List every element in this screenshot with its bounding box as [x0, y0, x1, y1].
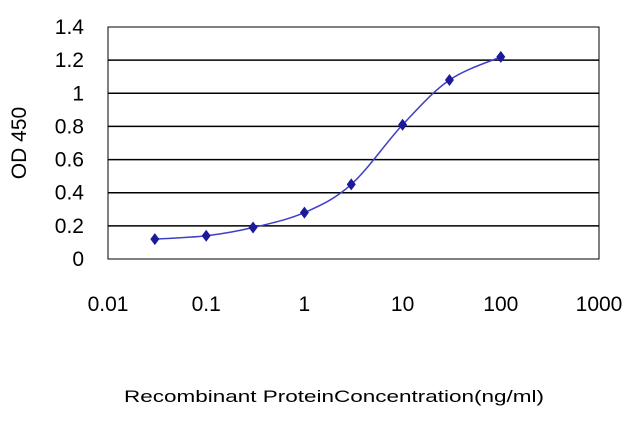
y-tick-label: 1.4 — [55, 16, 85, 39]
x-tick-label: 10 — [391, 293, 414, 316]
data-point — [299, 206, 309, 219]
y-tick-label: 0.6 — [55, 149, 84, 172]
y-axis-label: OD 450 — [8, 107, 31, 179]
x-tick-label: 1 — [299, 293, 311, 316]
y-tick-label: 0 — [72, 248, 84, 271]
data-point — [496, 50, 506, 63]
y-tick-label: 0.4 — [55, 182, 85, 205]
x-tick-label: 100 — [483, 293, 518, 316]
grid-lines — [108, 59, 599, 227]
plot-frame — [107, 26, 600, 260]
data-point — [398, 118, 408, 131]
data-point — [346, 178, 356, 191]
x-axis-label: Recombinant ProteinConcentration(ng/ml) — [124, 387, 544, 406]
x-tick-labels: 0.01 0.1 1 10 100 1000 — [88, 293, 623, 316]
y-tick-label: 1.2 — [55, 49, 84, 72]
y-tick-labels: 0 0.2 0.4 0.6 0.8 1 1.2 1.4 — [55, 16, 85, 271]
data-point — [248, 221, 258, 234]
y-tick-label: 1 — [72, 82, 84, 105]
y-tick-label: 0.2 — [55, 215, 84, 238]
x-tick-label: 0.01 — [88, 293, 129, 316]
data-point — [150, 233, 160, 246]
x-tick-label: 0.1 — [192, 293, 221, 316]
data-point — [201, 229, 211, 242]
series-line — [154, 56, 502, 240]
data-point — [444, 74, 454, 87]
x-tick-label: 1000 — [576, 293, 623, 316]
plot-area — [108, 27, 599, 259]
series-markers — [150, 50, 506, 246]
y-tick-label: 0.8 — [55, 115, 84, 138]
